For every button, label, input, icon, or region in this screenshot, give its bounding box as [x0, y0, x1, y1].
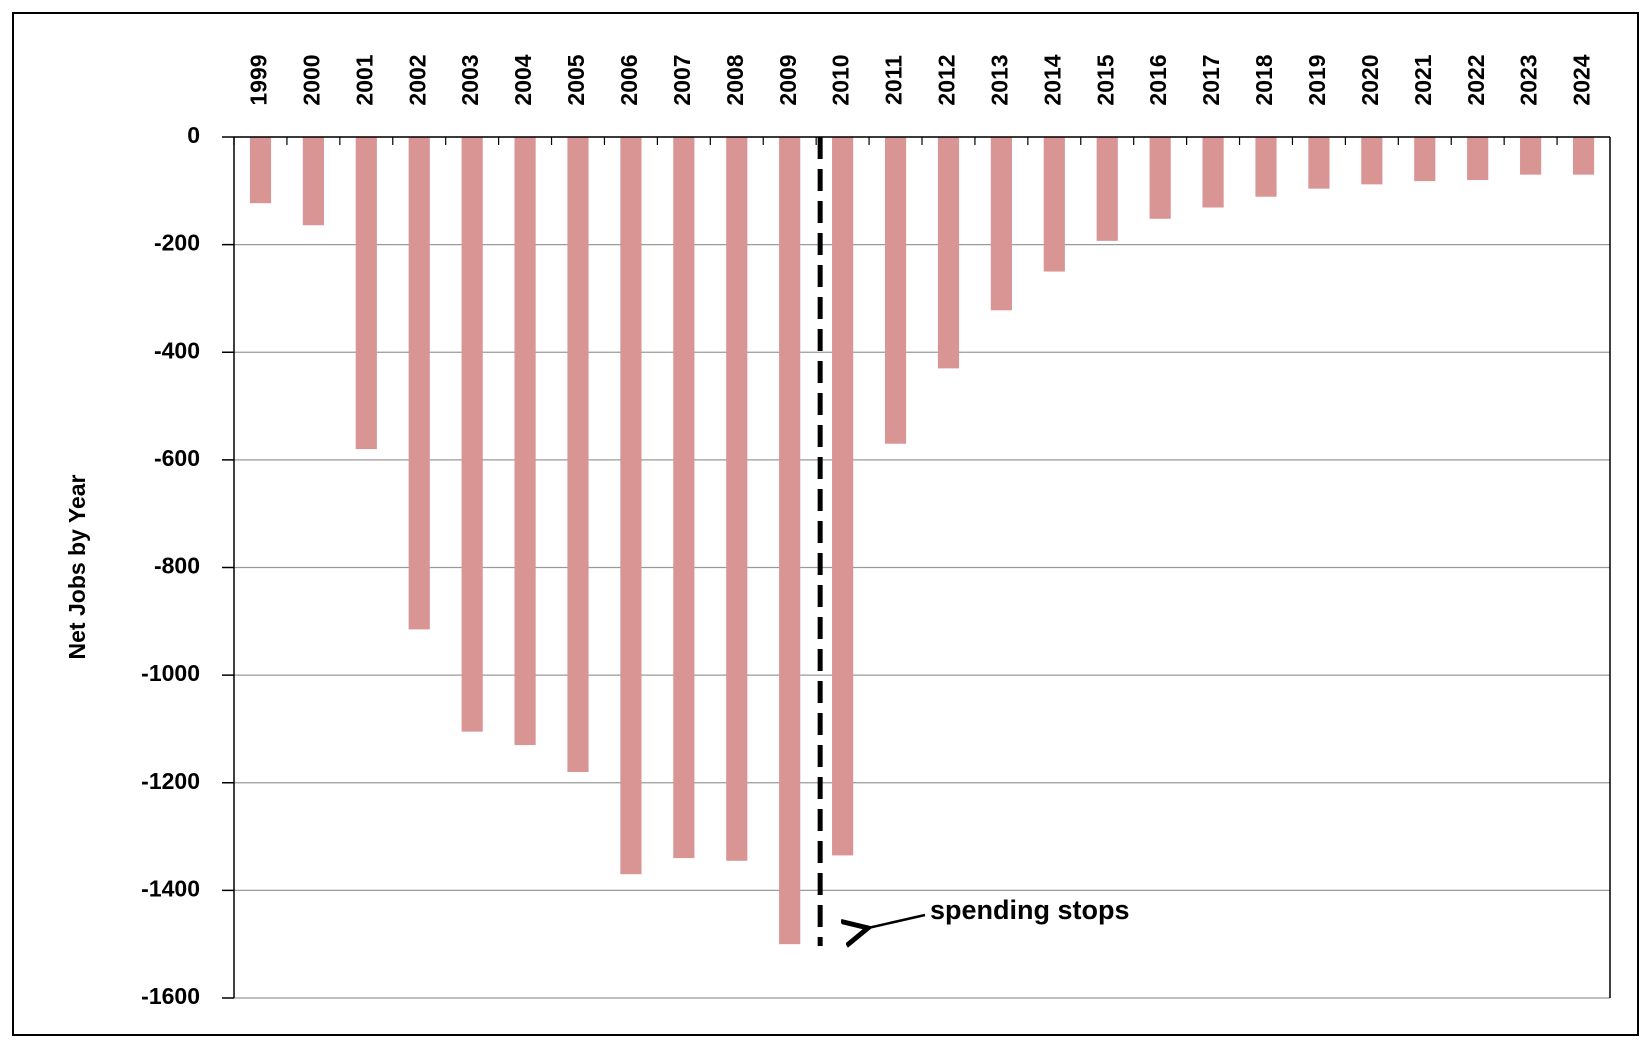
- bar: [673, 137, 695, 859]
- x-tick-label: 2011: [881, 55, 907, 105]
- y-tick-label: 0: [187, 122, 200, 148]
- x-tick-label: 2019: [1304, 54, 1330, 105]
- x-tick-label: 2022: [1463, 54, 1489, 105]
- bar: [249, 137, 272, 204]
- bar: [302, 137, 324, 226]
- x-tick-label: 1999: [246, 54, 272, 105]
- bar: [461, 137, 483, 732]
- x-tick-label: 2005: [563, 54, 589, 105]
- bar: [1520, 137, 1542, 175]
- bar: [1255, 137, 1277, 197]
- y-axis-label: Net Jobs by Year: [64, 474, 90, 659]
- bar: [514, 137, 536, 746]
- bar: [1361, 137, 1383, 185]
- x-tick-label: 2015: [1092, 54, 1118, 105]
- bar: [1414, 137, 1436, 182]
- x-tick-label: 2006: [616, 54, 642, 105]
- bar: [884, 137, 907, 444]
- bar: [1202, 137, 1224, 208]
- x-tick-label: 2009: [775, 54, 801, 105]
- bar: [408, 137, 430, 630]
- y-tick-label: -200: [154, 230, 200, 256]
- annotation: spending stops: [930, 895, 1130, 925]
- x-tick-label: 2013: [986, 54, 1012, 105]
- x-tick-label: 2008: [722, 54, 748, 105]
- x-tick-label: 2020: [1357, 54, 1383, 105]
- bar: [779, 137, 801, 945]
- x-tick-label: 2023: [1516, 54, 1542, 105]
- bar: [1043, 137, 1065, 272]
- y-tick-label: -1000: [141, 660, 200, 686]
- bar: [937, 137, 960, 369]
- y-tick-label: -1600: [141, 983, 200, 1009]
- x-tick-label: 2021: [1410, 54, 1436, 105]
- x-tick-label: 2018: [1251, 54, 1277, 105]
- x-tick-label: 2024: [1569, 54, 1595, 105]
- bar: [832, 137, 854, 856]
- bar: [1572, 137, 1595, 175]
- x-tick-label: 2007: [669, 54, 695, 105]
- x-tick-label: 2002: [404, 54, 430, 105]
- bar: [355, 137, 377, 450]
- x-tick-label: 2017: [1198, 54, 1224, 105]
- bar: [620, 137, 642, 875]
- x-tick-label: 2003: [457, 54, 483, 105]
- x-tick-label: 2012: [934, 54, 960, 105]
- y-tick-label: -800: [154, 553, 200, 579]
- bar: [726, 137, 748, 861]
- x-tick-label: 2014: [1039, 54, 1065, 105]
- y-tick-label: -400: [154, 337, 200, 363]
- bar: [567, 137, 589, 772]
- bar: [1149, 137, 1171, 219]
- bar: [990, 137, 1012, 311]
- y-tick-label: -1200: [141, 768, 200, 794]
- x-tick-label: 2000: [298, 54, 324, 105]
- y-tick-label: -600: [154, 445, 200, 471]
- bar: [1308, 137, 1330, 189]
- x-tick-label: 2010: [828, 54, 854, 105]
- bar: [1096, 137, 1118, 241]
- x-tick-label: 2004: [510, 54, 536, 105]
- bar: [1467, 137, 1489, 181]
- annotation-arrow: [868, 913, 926, 928]
- x-tick-label: 2001: [351, 54, 377, 105]
- y-tick-label: -1400: [141, 875, 200, 901]
- x-tick-label: 2016: [1145, 54, 1171, 105]
